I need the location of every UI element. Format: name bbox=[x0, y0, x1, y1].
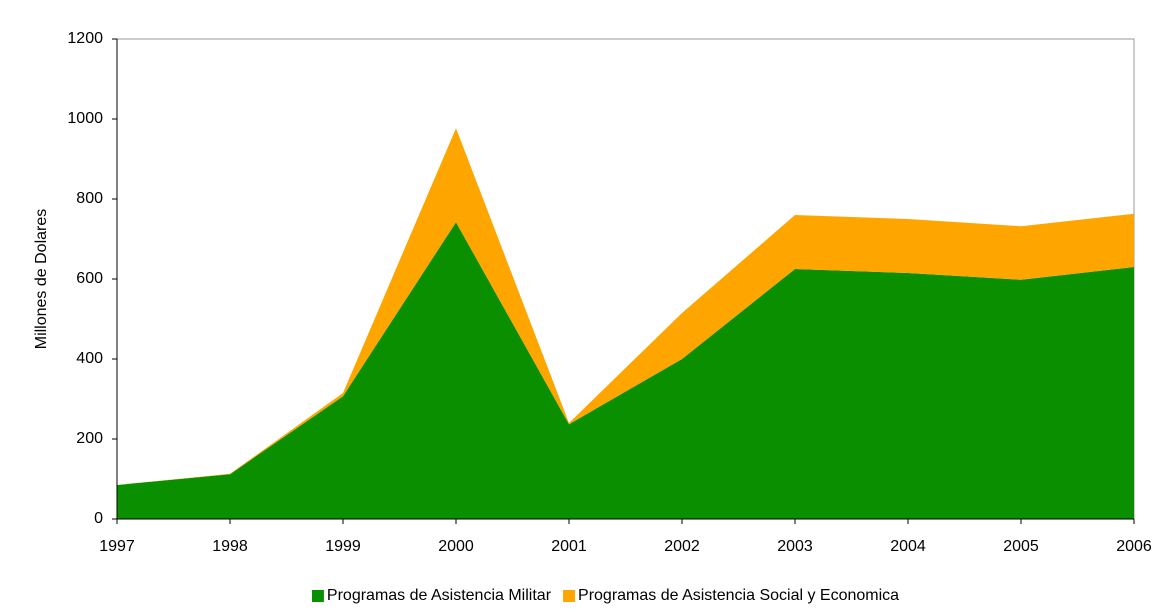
x-tick-label: 1999 bbox=[325, 538, 361, 555]
legend-swatch bbox=[563, 590, 576, 602]
y-axis-title: Millones de Dolares bbox=[33, 209, 50, 350]
y-tick-label: 800 bbox=[76, 190, 103, 207]
area bbox=[117, 222, 1134, 519]
y-tick-label: 0 bbox=[94, 510, 103, 527]
legend-label: Programas de Asistencia Social y Economi… bbox=[578, 587, 899, 604]
x-tick-label: 2003 bbox=[777, 538, 813, 555]
legend-swatch bbox=[311, 590, 324, 602]
y-tick-label: 1000 bbox=[67, 110, 103, 127]
x-tick-label: 2000 bbox=[438, 538, 474, 555]
x-tick-label: 2004 bbox=[890, 538, 926, 555]
x-tick-label: 2002 bbox=[664, 538, 700, 555]
x-tick-label: 1998 bbox=[212, 538, 248, 555]
y-tick-label: 600 bbox=[76, 270, 103, 287]
y-tick-label: 200 bbox=[76, 430, 103, 447]
legend-label: Programas de Asistencia Militar bbox=[327, 587, 552, 604]
x-tick-label: 2001 bbox=[551, 538, 587, 555]
x-tick-label: 1997 bbox=[99, 538, 135, 555]
legend: Programas de Asistencia Militar Programas… bbox=[311, 587, 899, 604]
x-tick-label: 2005 bbox=[1003, 538, 1039, 555]
x-tick-label: 2006 bbox=[1116, 538, 1152, 555]
y-tick-label: 1200 bbox=[67, 30, 103, 47]
y-tick-label: 400 bbox=[76, 350, 103, 367]
